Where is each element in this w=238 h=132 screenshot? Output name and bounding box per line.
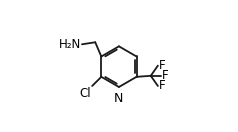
Text: H₂N: H₂N xyxy=(59,38,81,51)
Text: F: F xyxy=(159,79,165,93)
Text: N: N xyxy=(114,92,124,105)
Text: F: F xyxy=(162,69,169,82)
Text: F: F xyxy=(159,59,165,72)
Text: Cl: Cl xyxy=(79,87,91,100)
